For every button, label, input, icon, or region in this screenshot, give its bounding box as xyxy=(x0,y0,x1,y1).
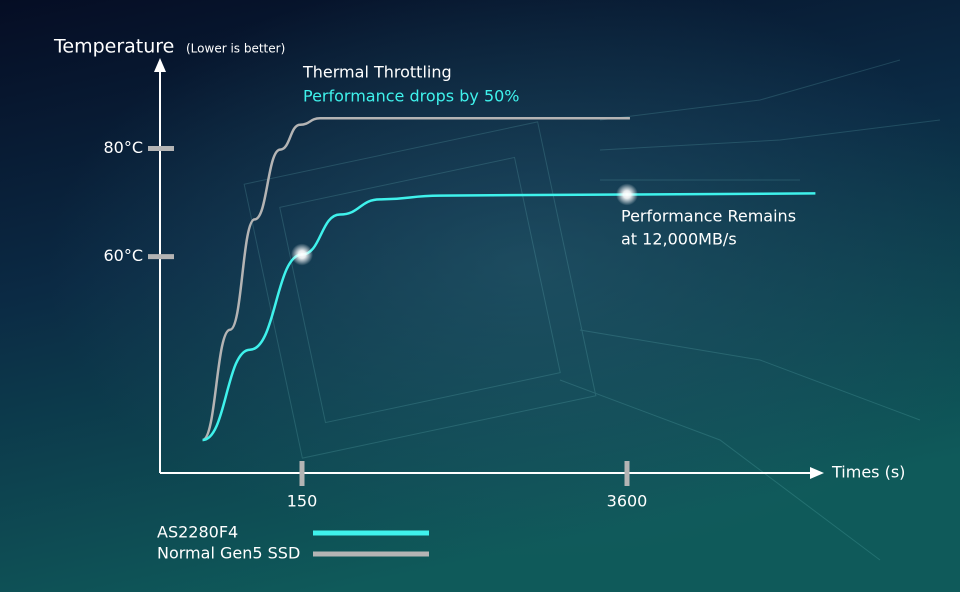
circuit-decoration xyxy=(243,59,941,561)
annotation: Thermal Throttling xyxy=(302,63,452,82)
legend-label: Normal Gen5 SSD xyxy=(157,544,300,563)
y-axis-note: (Lower is better) xyxy=(186,42,285,56)
x-axis-arrow xyxy=(810,467,824,479)
y-tick-label: 60°C xyxy=(103,246,143,265)
x-tick-label: 3600 xyxy=(607,492,648,511)
annotation: at 12,000MB/s xyxy=(621,230,737,249)
y-axis-label: Temperature xyxy=(53,36,174,58)
legend-label: AS2280F4 xyxy=(157,523,238,542)
x-axis-label: Times (s) xyxy=(831,463,905,482)
y-tick-label: 80°C xyxy=(103,138,143,157)
annotation: Performance Remains xyxy=(621,207,796,226)
y-axis-arrow xyxy=(154,58,166,72)
line-series xyxy=(201,116,630,442)
highlight-point xyxy=(616,183,638,206)
highlight-point xyxy=(291,243,313,266)
annotation: Performance drops by 50% xyxy=(303,87,520,106)
x-tick-label: 150 xyxy=(287,492,318,511)
